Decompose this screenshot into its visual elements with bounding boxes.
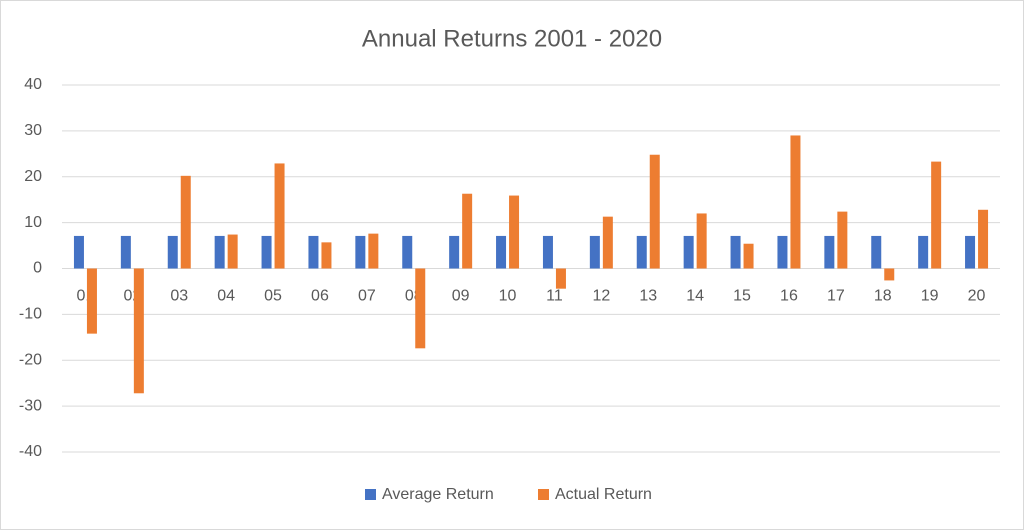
bar xyxy=(884,268,895,281)
bar xyxy=(965,235,976,269)
x-tick-label: 20 xyxy=(968,288,986,305)
x-tick-label: 03 xyxy=(170,288,188,305)
legend-label: Actual Return xyxy=(555,486,652,503)
x-tick-label: 16 xyxy=(780,288,798,305)
bar xyxy=(274,163,285,269)
x-tick-label: 07 xyxy=(358,288,376,305)
y-tick-label: 10 xyxy=(24,214,42,231)
legend-swatch xyxy=(365,489,376,500)
bar xyxy=(180,175,191,269)
bar xyxy=(261,235,272,269)
x-tick-label: 11 xyxy=(546,288,563,305)
x-tick-label: 17 xyxy=(827,288,845,305)
x-tick-label: 05 xyxy=(264,288,282,305)
bar xyxy=(683,235,694,269)
y-tick-label: 20 xyxy=(24,168,42,185)
bar xyxy=(355,235,366,269)
bar xyxy=(462,193,473,269)
x-tick-label: 12 xyxy=(592,288,610,305)
bar xyxy=(86,268,97,334)
y-tick-label: -40 xyxy=(19,443,42,460)
x-tick-label: 04 xyxy=(217,288,235,305)
legend-label: Average Return xyxy=(382,486,494,503)
bar xyxy=(931,161,942,269)
bar xyxy=(978,209,989,269)
bar xyxy=(871,235,882,269)
x-tick-label: 18 xyxy=(874,288,892,305)
bar xyxy=(214,235,225,269)
y-tick-label: 40 xyxy=(24,76,42,93)
bar xyxy=(227,234,238,269)
bar xyxy=(415,268,426,349)
chart-title: Annual Returns 2001 - 2020 xyxy=(362,25,662,52)
bar xyxy=(602,216,613,269)
bar xyxy=(167,235,178,269)
bar xyxy=(589,235,600,269)
bar xyxy=(73,235,84,269)
bar xyxy=(743,243,754,269)
bar xyxy=(696,213,707,269)
y-tick-label: -30 xyxy=(19,397,42,414)
bar xyxy=(133,268,144,394)
bar xyxy=(649,154,660,269)
y-tick-label: 0 xyxy=(33,260,42,277)
x-tick-label: 06 xyxy=(311,288,329,305)
bar xyxy=(449,235,460,269)
bar xyxy=(555,268,566,289)
bar xyxy=(777,235,788,269)
bar xyxy=(308,235,319,269)
x-tick-label: 15 xyxy=(733,288,751,305)
legend: Average Return Actual Return xyxy=(365,486,652,503)
bar xyxy=(918,235,929,269)
bar xyxy=(402,235,413,269)
bar xyxy=(120,235,131,269)
bar xyxy=(790,135,801,269)
x-tick-label: 19 xyxy=(921,288,939,305)
bar xyxy=(824,235,835,269)
bar xyxy=(542,235,553,269)
legend-swatch xyxy=(538,489,549,500)
y-tick-label: 30 xyxy=(24,122,42,139)
bar xyxy=(509,195,520,269)
x-tick-label: 09 xyxy=(452,288,470,305)
y-tick-label: -20 xyxy=(19,351,42,368)
bar xyxy=(496,235,507,269)
bar xyxy=(636,235,647,269)
bar xyxy=(837,211,848,269)
x-tick-label: 14 xyxy=(686,288,704,305)
y-tick-label: -10 xyxy=(19,306,42,323)
x-tick-label: 13 xyxy=(639,288,657,305)
bar xyxy=(730,235,741,269)
bar xyxy=(368,233,379,269)
bar xyxy=(321,242,332,269)
x-tick-label: 10 xyxy=(499,288,517,305)
